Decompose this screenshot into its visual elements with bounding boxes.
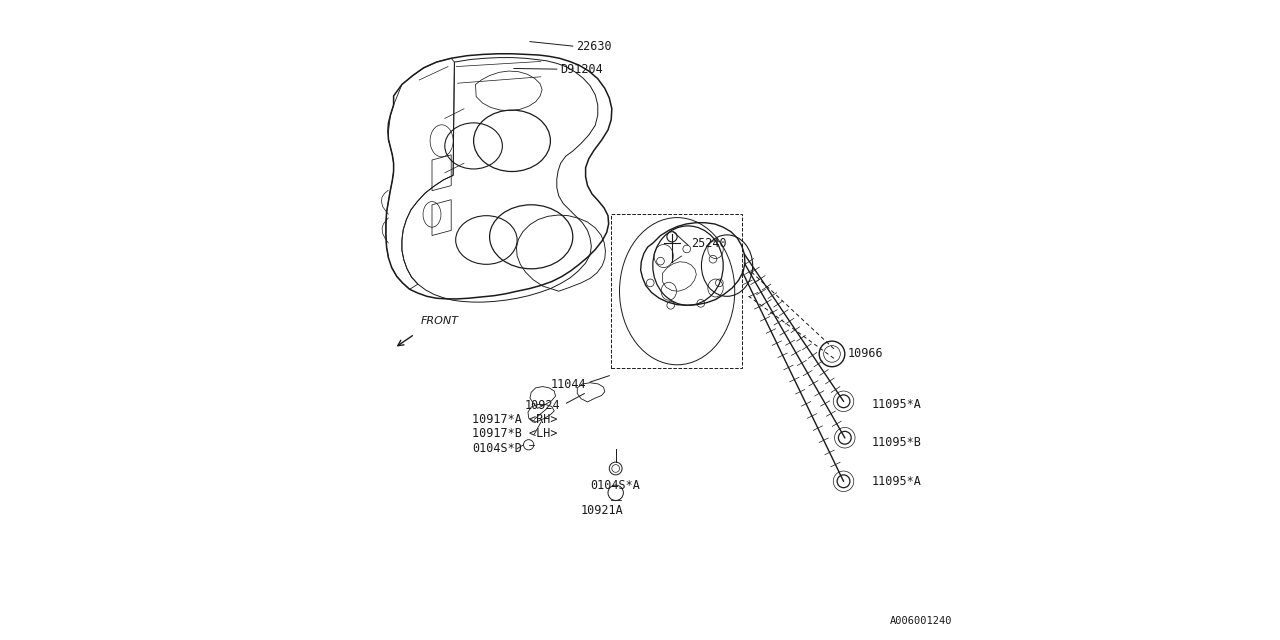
Text: 0104S*D: 0104S*D xyxy=(472,442,522,455)
Text: 25240: 25240 xyxy=(691,237,727,250)
Text: 10917*A <RH>: 10917*A <RH> xyxy=(472,413,558,426)
Text: 11095*A: 11095*A xyxy=(872,475,922,488)
Text: 11095*B: 11095*B xyxy=(872,436,922,449)
Text: 0104S*A: 0104S*A xyxy=(591,479,640,492)
Text: 10917*B <LH>: 10917*B <LH> xyxy=(472,428,558,440)
Text: 10924: 10924 xyxy=(525,399,561,412)
Text: D91204: D91204 xyxy=(561,63,603,76)
Text: A006001240: A006001240 xyxy=(890,616,952,626)
Text: 11095*A: 11095*A xyxy=(872,398,922,411)
Text: 11044: 11044 xyxy=(550,378,586,390)
Text: 10966: 10966 xyxy=(849,348,883,360)
Text: 22630: 22630 xyxy=(576,40,612,52)
Text: 10921A: 10921A xyxy=(580,504,623,517)
Text: FRONT: FRONT xyxy=(421,316,460,326)
